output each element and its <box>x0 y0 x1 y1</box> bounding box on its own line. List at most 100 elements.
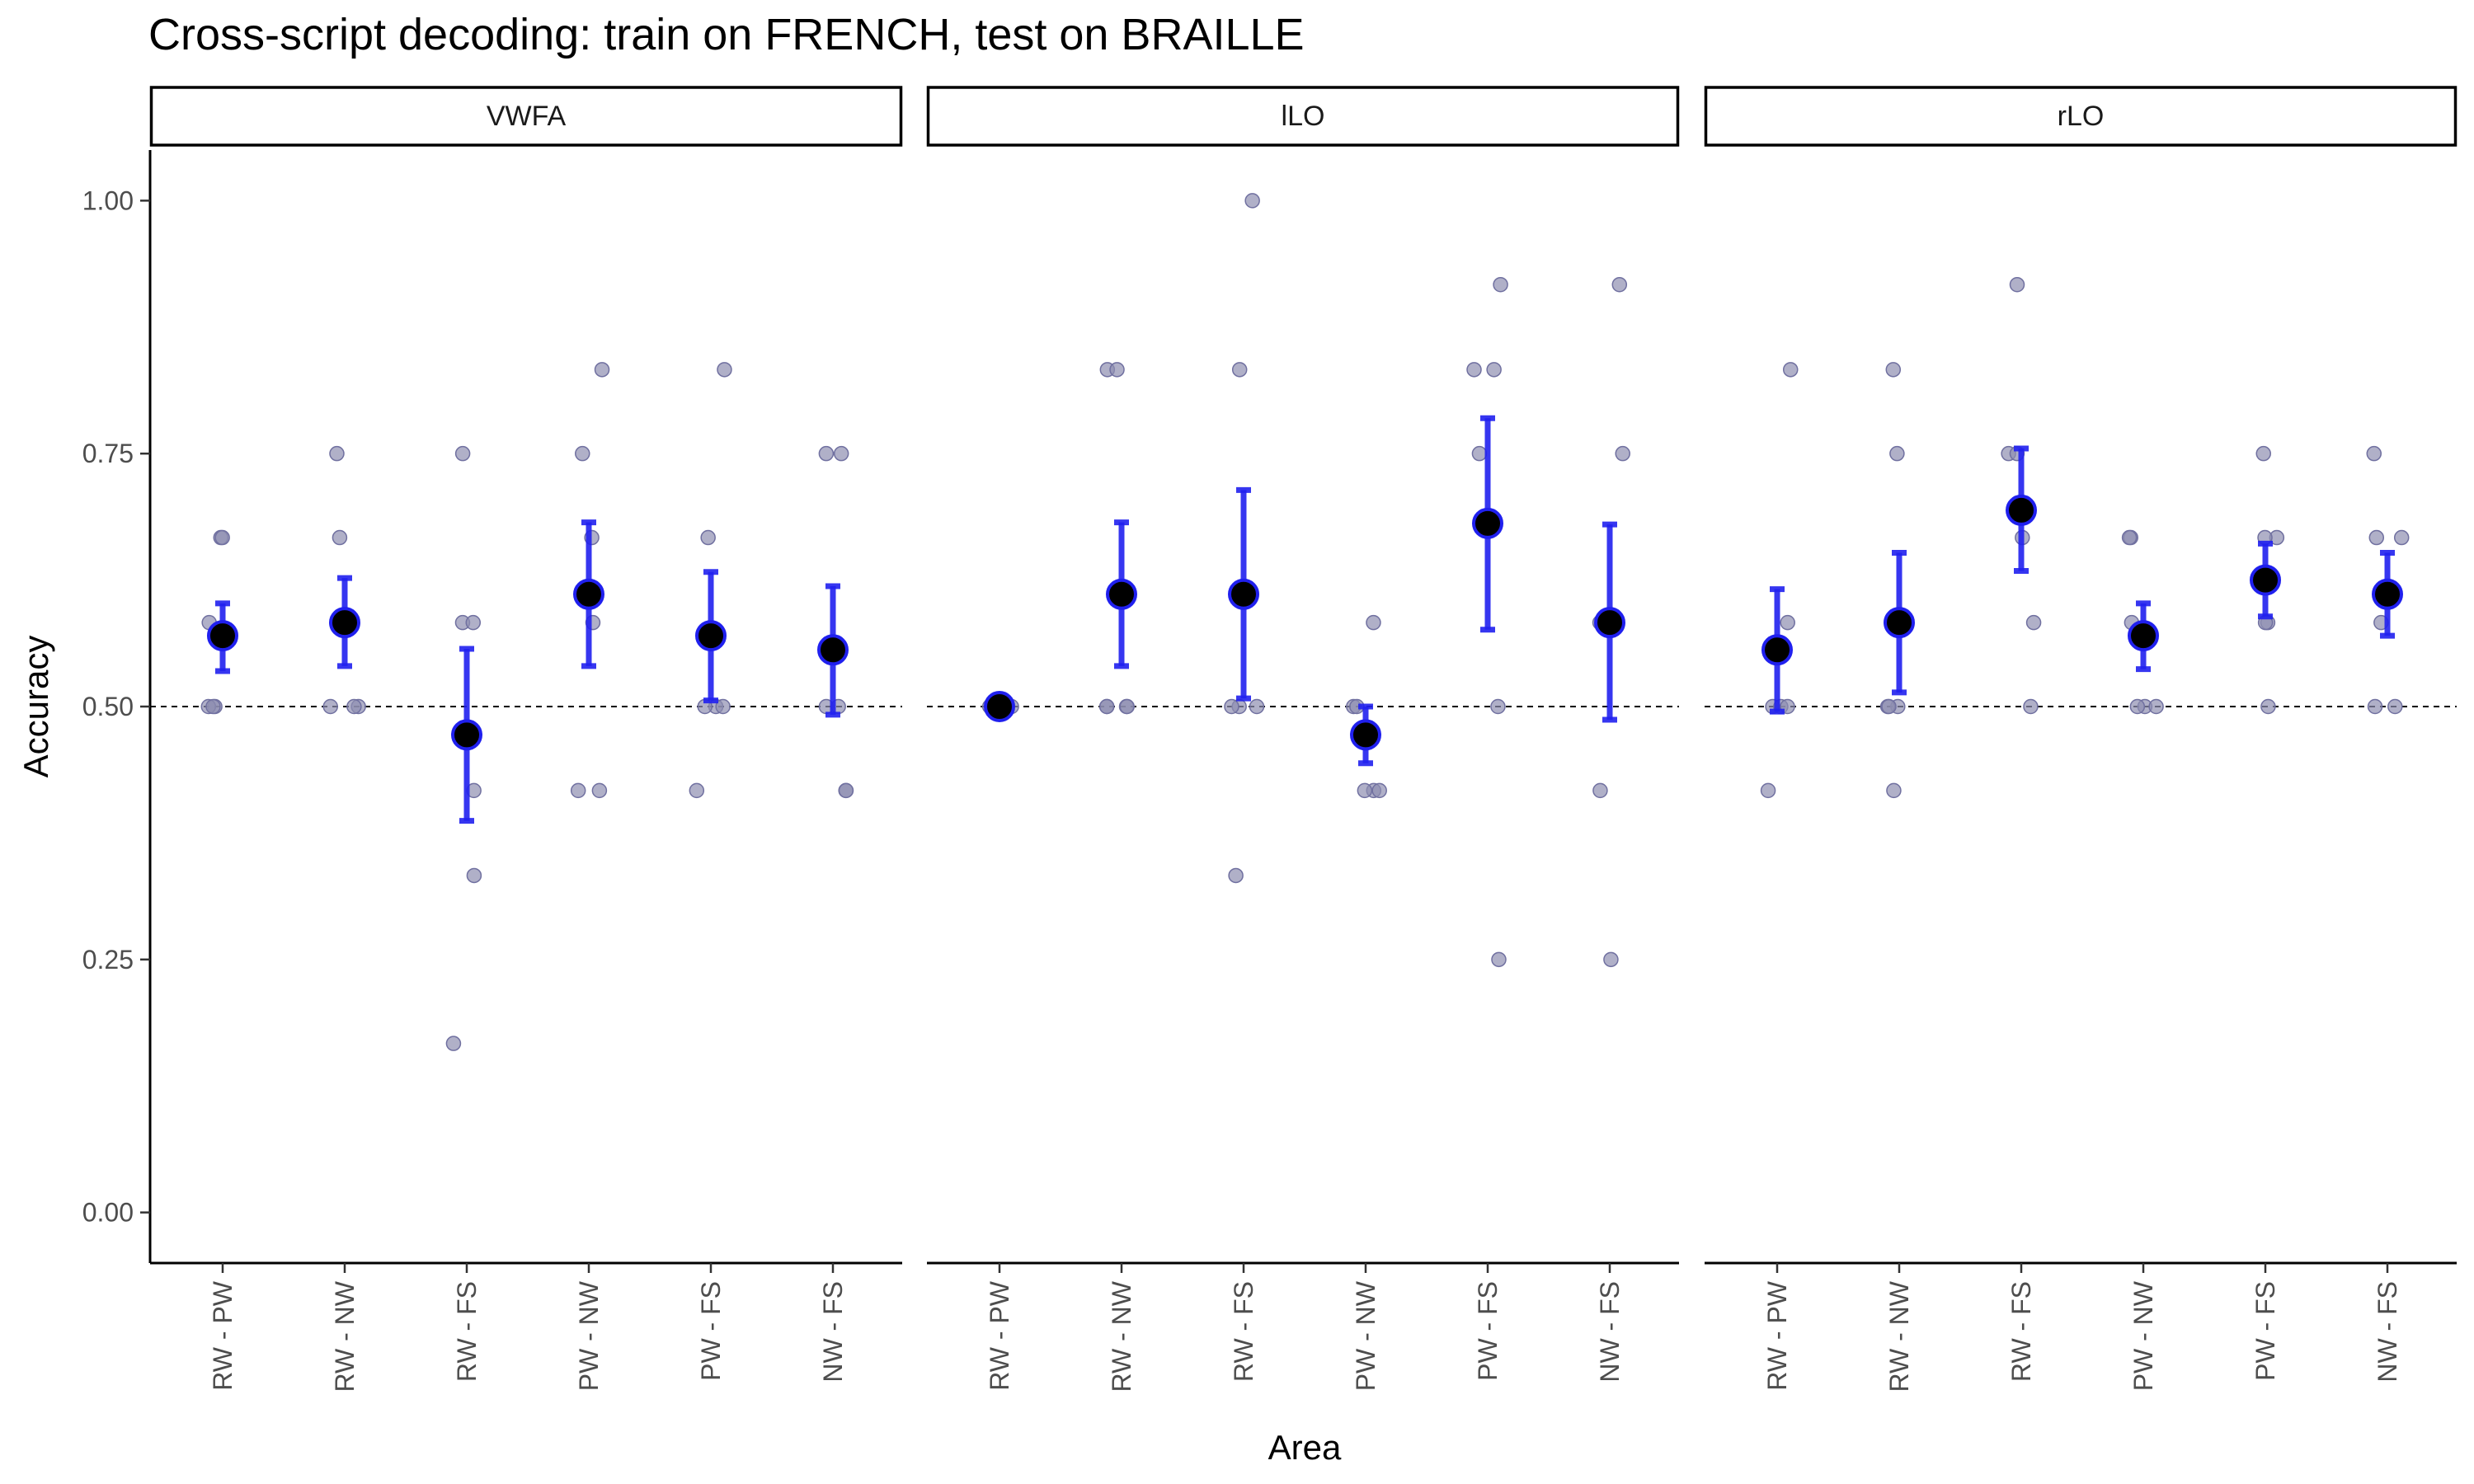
x-tick-label: RW - NW <box>1107 1280 1136 1392</box>
chart-title: Cross-script decoding: train on FRENCH, … <box>148 10 1305 59</box>
x-tick-label: RW - FS <box>452 1281 482 1382</box>
subject-point <box>1109 362 1125 378</box>
subject-point <box>1490 698 1506 715</box>
subject-point <box>1244 193 1260 209</box>
y-tick-label: 0.50 <box>82 692 134 721</box>
subject-point <box>1592 782 1608 799</box>
subject-point <box>445 1036 462 1051</box>
strip-label: lLO <box>1282 101 1325 132</box>
strip-label: VWFA <box>487 101 567 132</box>
panel-rlo: rLO RW - PW RW - NW RW - FS PW - NW PW - FS NW… <box>1704 86 2458 1392</box>
subject-point <box>1615 445 1630 462</box>
subject-point <box>2023 698 2039 715</box>
x-tick-label: NW - FS <box>2373 1281 2402 1383</box>
y-tick-label: 1.00 <box>82 186 134 215</box>
subject-point <box>465 614 482 631</box>
strip-box <box>149 86 903 147</box>
subject-point <box>1357 782 1373 799</box>
subject-point <box>1098 698 1115 715</box>
x-tick-label: RW - NW <box>330 1280 360 1392</box>
subject-point <box>1886 782 1902 799</box>
subject-point <box>1611 276 1628 293</box>
x-tick-label: RW - FS <box>2006 1281 2036 1382</box>
x-tick-label: NW - FS <box>818 1281 848 1383</box>
x-tick-label: PW - FS <box>1473 1281 1503 1381</box>
subject-point <box>2255 445 2271 462</box>
subject-point <box>2367 698 2383 715</box>
panel-vwfa: VWFA RW - PW RW - NW RW - FS PW - NW PW - FS N… <box>149 86 903 1392</box>
subject-point <box>1760 782 1776 799</box>
x-tick-label: PW - NW <box>2128 1280 2158 1391</box>
subject-point <box>594 362 610 378</box>
subject-point <box>2366 445 2382 462</box>
subject-point <box>570 782 586 799</box>
subject-point <box>214 529 230 546</box>
subject-point <box>346 698 362 715</box>
y-axis-title: Accuracy <box>16 636 55 778</box>
subject-point <box>2387 698 2403 715</box>
x-tick-label: NW - FS <box>1595 1281 1625 1383</box>
subject-point <box>2009 276 2025 293</box>
mean-point <box>2128 620 2159 652</box>
y-axis: 0.00 0.25 0.50 0.75 1.00 <box>82 150 152 1263</box>
subject-point <box>1471 445 1488 462</box>
mean-point <box>1350 719 1381 751</box>
subject-point <box>1119 698 1135 715</box>
panels: VWFA RW - PW RW - NW RW - FS PW - NW PW - FS N… <box>149 86 2458 1392</box>
x-tick-label: PW - NW <box>574 1280 604 1391</box>
mean-point <box>2250 564 2281 596</box>
mean-point <box>451 719 482 751</box>
x-tick-label: RW - FS <box>1229 1281 1258 1382</box>
x-tick-label: PW - FS <box>696 1281 726 1381</box>
subject-point <box>1885 362 1902 378</box>
subject-point <box>715 698 731 715</box>
subject-point <box>2368 529 2385 546</box>
subject-point <box>833 445 849 462</box>
mean-point <box>817 634 849 666</box>
subject-point <box>818 445 835 462</box>
subject-point <box>2260 698 2276 715</box>
mean-point <box>2372 578 2403 610</box>
mean-point <box>207 620 238 652</box>
x-tick-label: RW - PW <box>208 1280 238 1391</box>
subject-point <box>329 445 345 462</box>
subject-point <box>322 698 338 715</box>
mean-point <box>573 578 604 610</box>
x-tick-label: RW - PW <box>1762 1280 1792 1391</box>
subject-point <box>205 698 221 715</box>
mean-point <box>2006 494 2037 526</box>
subject-point <box>2121 529 2138 546</box>
panel-llo: lLO RW - PW RW - NW RW - FS PW - NW PW - FS NW… <box>926 86 1680 1392</box>
x-axis-title: Area <box>1268 1428 1342 1467</box>
x-tick-label: PW - FS <box>2251 1281 2280 1381</box>
subject-point <box>466 867 482 884</box>
x-tick-label: RW - NW <box>1884 1280 1914 1392</box>
subject-point <box>454 445 471 462</box>
subject-point <box>717 362 732 378</box>
subject-point <box>1224 698 1239 715</box>
subject-point <box>575 445 590 462</box>
subject-point <box>1881 698 1897 715</box>
strip-label: rLO <box>2058 101 2105 132</box>
mean-point <box>1472 507 1503 539</box>
subject-point <box>2025 614 2042 631</box>
subject-point <box>1371 782 1387 799</box>
subject-point <box>1228 867 1244 884</box>
mean-point <box>1106 578 1137 610</box>
subject-point <box>332 529 348 546</box>
subject-point <box>2148 698 2164 715</box>
subject-point <box>1366 614 1381 631</box>
y-tick-label: 0.75 <box>82 439 134 468</box>
subject-point <box>1780 614 1795 631</box>
mean-point <box>329 607 360 639</box>
subject-point <box>1231 362 1248 378</box>
mean-point <box>1594 607 1625 639</box>
y-tick-label: 0.25 <box>82 945 134 974</box>
subject-point <box>1603 951 1619 968</box>
strip-box <box>1704 86 2458 147</box>
subject-point <box>1493 276 1508 293</box>
y-tick-label: 0.00 <box>82 1198 134 1228</box>
x-tick-label: PW - NW <box>1351 1280 1380 1391</box>
subject-point <box>838 782 854 799</box>
